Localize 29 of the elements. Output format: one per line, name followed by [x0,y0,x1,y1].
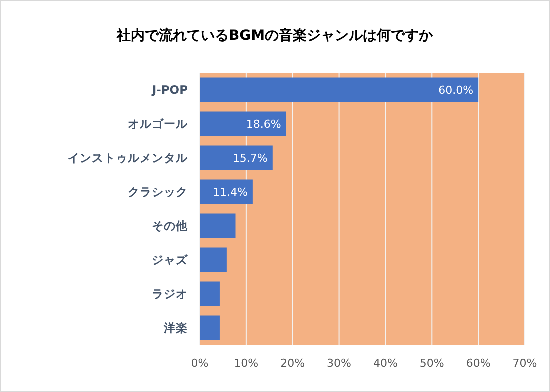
y-tick-label: インストゥルメンタル [68,151,189,165]
y-tick-label: その他 [152,219,189,233]
y-tick-label: 洋楽 [163,321,188,335]
y-tick-label: クラシック [128,185,188,199]
bar [200,248,227,272]
bar [200,316,220,340]
y-tick-label: J-POP [151,83,188,97]
y-tick-label: ラジオ [152,287,188,301]
bar [200,180,253,204]
data-label: 15.7% [232,152,268,165]
x-tick-label: 30% [327,357,352,370]
bar [200,146,273,170]
data-label: 18.6% [246,118,282,131]
x-tick-label: 60% [466,357,491,370]
y-tick-label: オルゴール [128,117,189,131]
bar [200,112,286,136]
x-tick-label: 40% [373,357,398,370]
data-label: 60.0% [438,84,474,97]
data-label: 11.4% [212,186,248,199]
x-tick-label: 70% [512,357,538,370]
bar [200,282,220,306]
chart-title: 社内で流れているBGMの音楽ジャンルは何ですか [116,27,434,44]
x-tick-label: 20% [280,357,306,370]
x-tick-label: 50% [420,357,444,370]
bar [200,78,479,102]
bar [200,214,236,238]
y-tick-label: ジャズ [152,253,189,267]
x-tick-label: 10% [234,357,259,370]
x-tick-label: 0% [191,357,209,370]
